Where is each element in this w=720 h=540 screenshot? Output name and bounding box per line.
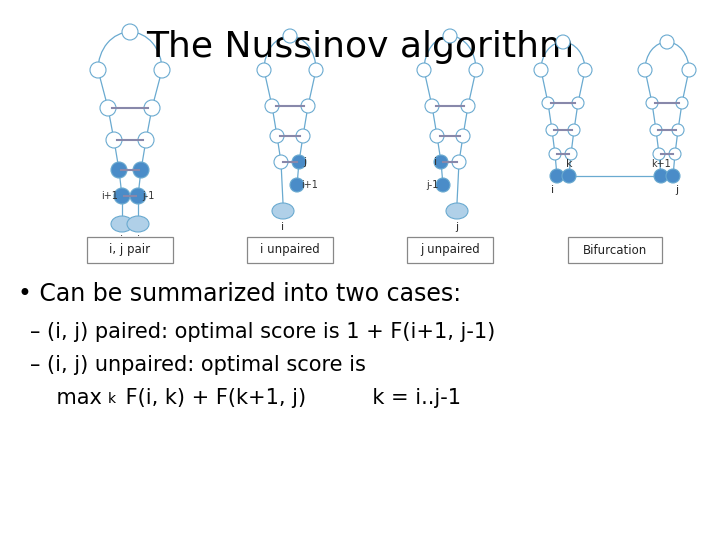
Ellipse shape <box>436 178 450 192</box>
Ellipse shape <box>296 129 310 143</box>
Ellipse shape <box>100 100 116 116</box>
Text: j: j <box>675 185 678 195</box>
Text: k: k <box>566 159 572 169</box>
Ellipse shape <box>550 169 564 183</box>
Ellipse shape <box>301 99 315 113</box>
Text: – (i, j) paired: optimal score is 1 + F(i+1, j-1): – (i, j) paired: optimal score is 1 + F(… <box>30 322 495 342</box>
FancyBboxPatch shape <box>568 237 662 263</box>
Ellipse shape <box>660 35 674 49</box>
Ellipse shape <box>578 63 592 77</box>
Ellipse shape <box>265 99 279 113</box>
Ellipse shape <box>682 63 696 77</box>
Ellipse shape <box>654 169 668 183</box>
Ellipse shape <box>565 148 577 160</box>
Ellipse shape <box>638 63 652 77</box>
Ellipse shape <box>461 99 475 113</box>
Text: j unpaired: j unpaired <box>420 244 480 256</box>
Text: F(i, k) + F(k+1, j)          k = i..j-1: F(i, k) + F(k+1, j) k = i..j-1 <box>119 388 461 408</box>
Ellipse shape <box>292 155 306 169</box>
FancyBboxPatch shape <box>247 237 333 263</box>
Ellipse shape <box>111 216 133 232</box>
Text: i unpaired: i unpaired <box>260 244 320 256</box>
Text: i+1: i+1 <box>101 191 118 201</box>
Ellipse shape <box>568 124 580 136</box>
Ellipse shape <box>542 97 554 109</box>
Ellipse shape <box>274 155 288 169</box>
Text: i, j pair: i, j pair <box>109 244 150 256</box>
Text: max: max <box>30 388 102 408</box>
Ellipse shape <box>572 97 584 109</box>
Text: k+1: k+1 <box>651 159 671 169</box>
Ellipse shape <box>144 100 160 116</box>
Ellipse shape <box>138 132 154 148</box>
Text: i: i <box>434 157 437 167</box>
Ellipse shape <box>430 129 444 143</box>
Text: i: i <box>552 185 554 195</box>
Ellipse shape <box>434 155 448 169</box>
Ellipse shape <box>257 63 271 77</box>
Ellipse shape <box>667 170 679 182</box>
Ellipse shape <box>122 24 138 40</box>
Ellipse shape <box>106 132 122 148</box>
Ellipse shape <box>272 203 294 219</box>
Ellipse shape <box>133 162 149 178</box>
Ellipse shape <box>90 62 106 78</box>
Ellipse shape <box>111 162 127 178</box>
Ellipse shape <box>130 188 146 204</box>
Ellipse shape <box>456 129 470 143</box>
Ellipse shape <box>446 203 468 219</box>
Text: k: k <box>108 392 116 406</box>
Text: i: i <box>120 235 124 245</box>
Text: j: j <box>136 235 140 245</box>
Ellipse shape <box>290 178 304 192</box>
Ellipse shape <box>650 124 662 136</box>
Ellipse shape <box>562 169 576 183</box>
Text: j: j <box>303 157 306 167</box>
FancyBboxPatch shape <box>407 237 493 263</box>
FancyBboxPatch shape <box>87 237 173 263</box>
Text: j: j <box>456 222 459 232</box>
Ellipse shape <box>469 63 483 77</box>
Text: i+1: i+1 <box>301 180 318 190</box>
Text: Bifurcation: Bifurcation <box>583 244 647 256</box>
Ellipse shape <box>443 29 457 43</box>
Text: j-1: j-1 <box>427 180 439 190</box>
Ellipse shape <box>563 170 575 182</box>
Ellipse shape <box>653 148 665 160</box>
Ellipse shape <box>309 63 323 77</box>
Text: – (i, j) unpaired: optimal score is: – (i, j) unpaired: optimal score is <box>30 355 366 375</box>
Ellipse shape <box>154 62 170 78</box>
Text: j-1: j-1 <box>142 191 154 201</box>
Ellipse shape <box>549 148 561 160</box>
Ellipse shape <box>283 29 297 43</box>
Text: i: i <box>282 222 284 232</box>
Ellipse shape <box>556 35 570 49</box>
Ellipse shape <box>655 170 667 182</box>
Ellipse shape <box>666 169 680 183</box>
Text: • Can be summarized into two cases:: • Can be summarized into two cases: <box>18 282 461 306</box>
Ellipse shape <box>114 188 130 204</box>
Ellipse shape <box>669 148 681 160</box>
Ellipse shape <box>452 155 466 169</box>
Text: The Nussinov algorithm: The Nussinov algorithm <box>146 30 574 64</box>
Ellipse shape <box>672 124 684 136</box>
Ellipse shape <box>546 124 558 136</box>
Ellipse shape <box>127 216 149 232</box>
Ellipse shape <box>676 97 688 109</box>
Ellipse shape <box>425 99 439 113</box>
Ellipse shape <box>534 63 548 77</box>
Ellipse shape <box>646 97 658 109</box>
Ellipse shape <box>551 170 563 182</box>
Ellipse shape <box>270 129 284 143</box>
Ellipse shape <box>417 63 431 77</box>
